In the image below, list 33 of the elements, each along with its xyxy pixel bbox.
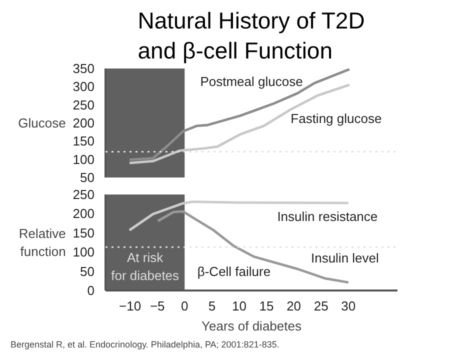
x-tick-label: 0 <box>181 298 188 314</box>
y-tick-label: 300 <box>72 79 95 94</box>
text: Bergenstal R, et al. Endocrinology. Philadelphia, PA; 2001:821-835. <box>10 340 280 350</box>
x-tick-label: −5 <box>150 298 165 314</box>
annotation: β-Cell failure <box>197 264 271 279</box>
y-tick-label: 100 <box>72 244 95 260</box>
x-axis-title: Years of diabetes <box>202 318 302 334</box>
x-tick-label: 20 <box>286 298 302 314</box>
y-tick-label: 350 <box>72 61 95 76</box>
y-tick-label: 100 <box>72 152 95 167</box>
x-tick-label: 10 <box>232 298 246 314</box>
x-tick-label: −10 <box>119 298 142 314</box>
series-label: Fasting glucose <box>290 111 382 126</box>
band-label: At risk for diabetes <box>111 250 180 283</box>
series-label: Insulin level <box>310 250 380 266</box>
y-tick-label: 0 <box>87 283 95 298</box>
x-tick-label: 5 <box>208 298 216 314</box>
x-tick-label: 30 <box>341 298 356 314</box>
y-tick-label: 150 <box>72 134 95 149</box>
y-tick-label: 250 <box>72 187 95 202</box>
chart-title: Natural History of T2D and β-cell Function <box>138 8 365 64</box>
y-axis-title: Relative function <box>18 226 66 259</box>
y-tick-label: 200 <box>72 206 95 222</box>
y-tick-label: 250 <box>72 97 95 112</box>
y-axis-title: Glucose <box>18 116 66 130</box>
y-tick-label: 200 <box>72 116 95 130</box>
series-label: Insulin resistance <box>277 209 378 224</box>
x-tick-label: 25 <box>314 298 328 314</box>
y-tick-label: 150 <box>72 225 95 240</box>
x-tick-label: 15 <box>259 298 274 314</box>
series-label: Postmeal glucose <box>200 74 303 90</box>
y-tick-label: 50 <box>80 264 95 279</box>
y-tick-label: 50 <box>80 170 95 185</box>
